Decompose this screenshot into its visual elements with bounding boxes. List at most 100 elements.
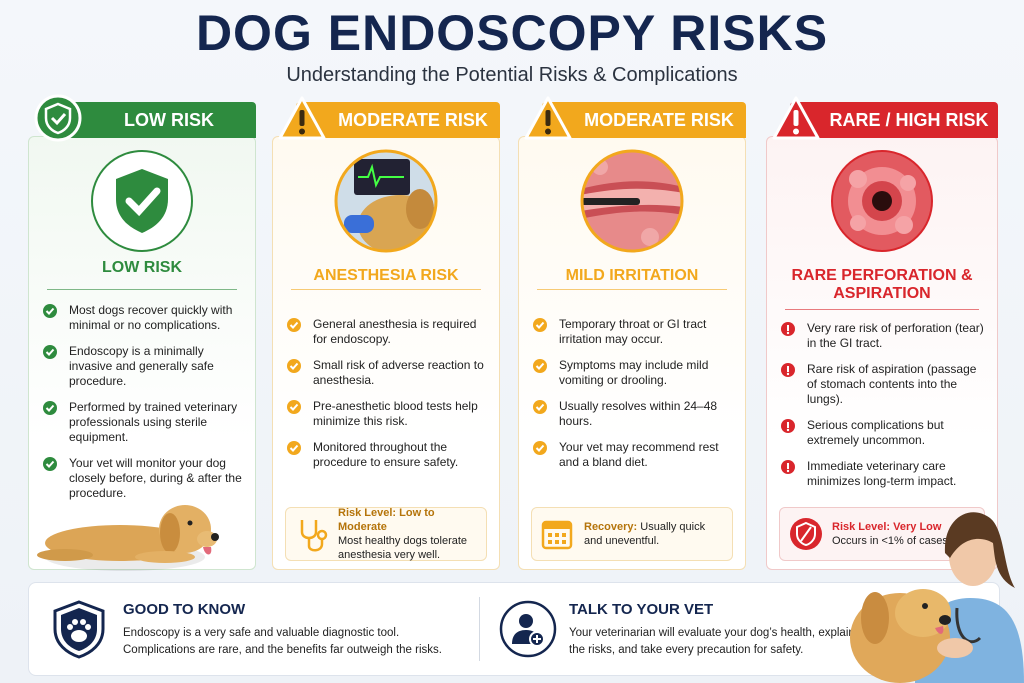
note-text: Recovery: Usually quick and uneventful. [584, 520, 724, 548]
badge-icon [34, 94, 82, 142]
bullet-text: General anesthesia is required for endos… [313, 317, 477, 346]
bullet-text: Most dogs recover quickly with minimal o… [69, 303, 233, 332]
card-body: LOW RISK Most dogs recover quickly with m… [28, 136, 256, 571]
bullet: Usually resolves within 24–48 hours. [533, 399, 735, 429]
risk-card: RARE PERFORATION & ASPIRATION Very rare r… [766, 96, 998, 570]
heading-rule [537, 289, 727, 290]
bullet-icon [43, 401, 57, 415]
risk-badge: RARE / HIGH RISK [790, 102, 998, 138]
bullet-text: Your vet will monitor your dog closely b… [69, 456, 242, 500]
bullet-text: Temporary throat or GI tract irritation … [559, 317, 707, 346]
bullet: Performed by trained veterinary professi… [43, 400, 245, 445]
panel-title: GOOD TO KNOW [123, 601, 246, 618]
bullet-text: Small risk of adverse reaction to anesth… [313, 358, 484, 387]
bullet-list: Very rare risk of perforation (tear) in … [781, 321, 987, 500]
bullet-icon [781, 322, 795, 336]
bullet: Temporary throat or GI tract irritation … [533, 317, 735, 347]
bullet-icon [533, 359, 547, 373]
bullet: Endoscopy is a minimally invasive and ge… [43, 344, 245, 389]
risk-badge: LOW RISK [52, 102, 256, 138]
panel-text: Your veterinarian will evaluate your dog… [569, 627, 855, 656]
note-label: Risk Level: Low to Moderate [338, 507, 435, 533]
risk-card: ANESTHESIA RISK General anesthesia is req… [272, 96, 500, 570]
bullet-text: Endoscopy is a minimally invasive and ge… [69, 344, 214, 388]
bullet: Small risk of adverse reaction to anesth… [287, 358, 489, 388]
bullet-text: Very rare risk of perforation (tear) in … [807, 321, 984, 350]
title: DOG ENDOSCOPY RISKS [195, 5, 829, 61]
note-label: Risk Level: Very Low [832, 521, 942, 533]
note-text: Risk Level: Very Low Occurs in <1% of cas… [832, 520, 951, 548]
bullet-text: Your vet may recommend rest and a bland … [559, 440, 719, 469]
bullet-icon [781, 363, 795, 377]
card-heading: MILD IRRITATION [565, 267, 699, 284]
heading-rule [291, 289, 481, 290]
note-text: Risk Level: Low to Moderate Most healthy … [338, 506, 478, 562]
bullet: Most dogs recover quickly with minimal o… [43, 303, 245, 333]
bullet-icon [287, 400, 301, 414]
divider [479, 597, 480, 661]
card-image [334, 149, 438, 253]
panel-title: TALK TO YOUR VET [569, 601, 714, 618]
bullet-icon [533, 318, 547, 332]
note-icon [300, 520, 328, 552]
bullet-text: Pre-anesthetic blood tests help minimize… [313, 399, 478, 428]
bullet: Monitored throughout the procedure to en… [287, 440, 489, 470]
bullet-text: Serious complications but extremely unco… [807, 418, 944, 447]
note-body: Most healthy dogs tolerate anesthesia ve… [338, 535, 468, 561]
bullet: Rare risk of aspiration (passage of stom… [781, 362, 987, 407]
bullet-icon [287, 318, 301, 332]
risk-badge: MODERATE RISK [296, 102, 500, 138]
risk-badge: MODERATE RISK [542, 102, 746, 138]
bullet-icon [43, 304, 57, 318]
note-box: Risk Level: Low to Moderate Most healthy … [285, 507, 487, 561]
bullet-text: Immediate veterinary care minimizes long… [807, 459, 957, 488]
bullet-icon [287, 441, 301, 455]
bullet-icon [287, 359, 301, 373]
note-icon [790, 518, 822, 550]
card-image [91, 150, 193, 252]
bullet-icon [43, 345, 57, 359]
vet-icon [499, 600, 557, 658]
bullet-icon [43, 457, 57, 471]
note-body: Occurs in <1% of cases. [832, 535, 951, 547]
bullet: Your vet will monitor your dog closely b… [43, 456, 245, 501]
bullet-text: Performed by trained veterinary professi… [69, 400, 238, 444]
card-heading: ANESTHESIA RISK [313, 267, 459, 284]
bullet: General anesthesia is required for endos… [287, 317, 489, 347]
bullet-icon [533, 400, 547, 414]
bullet-list: General anesthesia is required for endos… [287, 317, 489, 481]
note-body: Usually quick and uneventful. [584, 521, 706, 547]
badge-icon [772, 96, 820, 140]
paw-shield-icon [53, 600, 105, 659]
bullet-icon [533, 441, 547, 455]
note-icon [541, 520, 573, 550]
bullet-text: Monitored throughout the procedure to en… [313, 440, 459, 469]
bullet: Your vet may recommend rest and a bland … [533, 440, 735, 470]
card-image [580, 149, 684, 253]
card-heading: RARE PERFORATION & ASPIRATION [791, 267, 973, 302]
badge-icon [524, 96, 572, 140]
bullet: Very rare risk of perforation (tear) in … [781, 321, 987, 351]
subtitle: Understanding the Potential Risks & Comp… [286, 64, 738, 86]
dog-image [37, 505, 219, 571]
bullet-text: Usually resolves within 24–48 hours. [559, 399, 718, 428]
card-body: ANESTHESIA RISK General anesthesia is req… [272, 136, 500, 570]
bullet-icon [781, 460, 795, 474]
card-image [831, 150, 933, 252]
card-body: RARE PERFORATION & ASPIRATION Very rare r… [766, 136, 998, 570]
bullet: Immediate veterinary care minimizes long… [781, 459, 987, 489]
badge-icon [278, 96, 326, 140]
note-label: Recovery: [584, 521, 638, 533]
card-heading: LOW RISK [102, 259, 182, 276]
risk-card: LOW RISK Most dogs recover quickly with m… [28, 94, 256, 571]
info-panel: GOOD TO KNOW Endoscopy is a very safe an… [28, 582, 1000, 676]
bullet: Symptoms may include mild vomiting or dr… [533, 358, 735, 388]
heading-rule [785, 309, 979, 310]
heading-rule [47, 289, 237, 290]
bullet-text: Rare risk of aspiration (passage of stom… [807, 362, 977, 406]
bullet: Serious complications but extremely unco… [781, 418, 987, 448]
bullet-list: Most dogs recover quickly with minimal o… [43, 303, 245, 512]
risk-card: MILD IRRITATION Temporary throat or GI tr… [518, 96, 746, 570]
note-box: Recovery: Usually quick and uneventful. [531, 507, 733, 561]
